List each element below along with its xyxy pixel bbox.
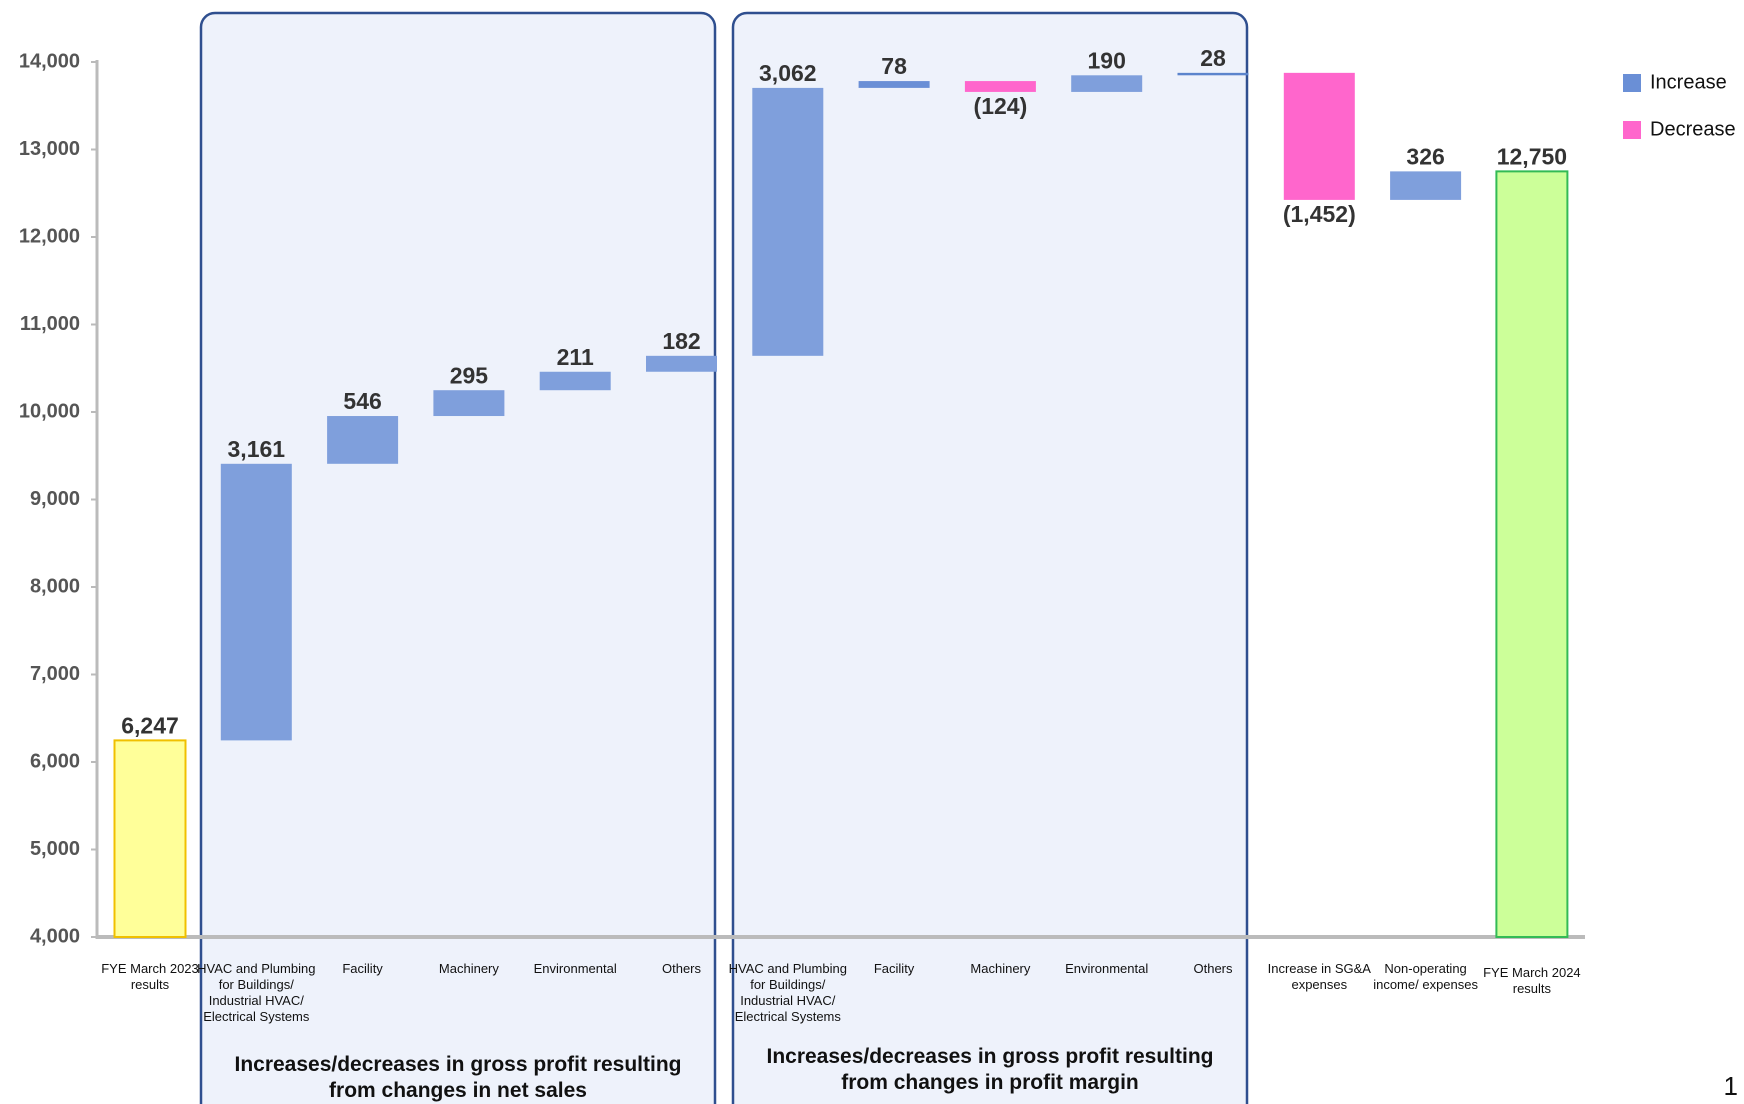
y-tick-label: 9,000 (30, 488, 80, 510)
y-tick-label: 11,000 (20, 313, 80, 335)
x-tick-label: Machinery (970, 961, 1031, 976)
legend-swatch (1623, 74, 1641, 92)
group-box (731, 11, 1249, 1104)
x-tick-label: Increase in SG&A expenses (1267, 961, 1371, 992)
group-label: Increases/decreases in gross profit resu… (766, 1045, 1214, 1094)
bar (220, 463, 292, 741)
x-tick-label: Environmental (533, 961, 617, 976)
data-label: 326 (1406, 143, 1444, 169)
bar (433, 390, 505, 417)
data-label: 546 (343, 388, 381, 414)
bar (1390, 171, 1462, 200)
y-tick-label: 10,000 (19, 400, 80, 422)
legend-swatch (1623, 121, 1641, 139)
y-tick-label: 5,000 (30, 838, 80, 860)
bar (752, 87, 824, 356)
x-tick-label: Others (661, 961, 701, 976)
x-tick-label: Facility (873, 961, 915, 976)
legend-label: Increase (1650, 71, 1727, 93)
data-label: 6,247 (121, 712, 179, 738)
bar (646, 355, 717, 372)
bar (1071, 75, 1143, 92)
bar (327, 416, 399, 464)
y-tick-label: 13,000 (19, 138, 80, 160)
data-label: 12,750 (1497, 143, 1567, 169)
y-tick-label: 14,000 (19, 50, 80, 72)
y-tick-label: 4,000 (30, 925, 80, 947)
y-tick-label: 12,000 (19, 225, 80, 247)
data-label: 295 (450, 362, 489, 388)
bar (539, 371, 611, 391)
data-label: 190 (1088, 47, 1126, 73)
y-tick-label: 7,000 (30, 663, 80, 685)
bar (1283, 72, 1355, 200)
bar (113, 739, 187, 939)
data-label: (124) (974, 93, 1028, 119)
legend-label: Decrease (1650, 118, 1736, 140)
page-number: 1 (1723, 1071, 1738, 1101)
data-label: (1,452) (1283, 201, 1356, 227)
x-tick-label: Facility (342, 961, 383, 976)
x-tick-label: Machinery (438, 961, 499, 976)
x-tick-label: Others (1193, 961, 1233, 976)
y-tick-label: 8,000 (30, 575, 80, 597)
data-label: 3,161 (228, 436, 286, 462)
x-tick-label: HVAC and Plumbing for Buildings/ Industr… (197, 961, 316, 1024)
x-tick-label: Environmental (1065, 961, 1149, 976)
x-tick-label: Non-operating income/ expenses (1373, 961, 1478, 992)
bar (1495, 170, 1569, 938)
x-tick-label: FYE March 2023 results (101, 961, 199, 992)
x-tick-label: HVAC and Plumbing for Buildings/ Industr… (728, 961, 847, 1024)
bar (1177, 72, 1249, 76)
data-label: 78 (881, 53, 907, 79)
data-label: 3,062 (759, 60, 817, 86)
bar (964, 81, 1036, 92)
data-label: 28 (1200, 45, 1226, 71)
group-label: Increases/decreases in gross profit resu… (234, 1053, 682, 1102)
y-tick-label: 6,000 (30, 750, 80, 772)
data-label: 211 (557, 344, 594, 370)
x-tick-label: FYE March 2024 results (1483, 965, 1581, 996)
bar (858, 81, 930, 88)
data-label: 182 (662, 328, 700, 354)
group-box (199, 11, 717, 1104)
